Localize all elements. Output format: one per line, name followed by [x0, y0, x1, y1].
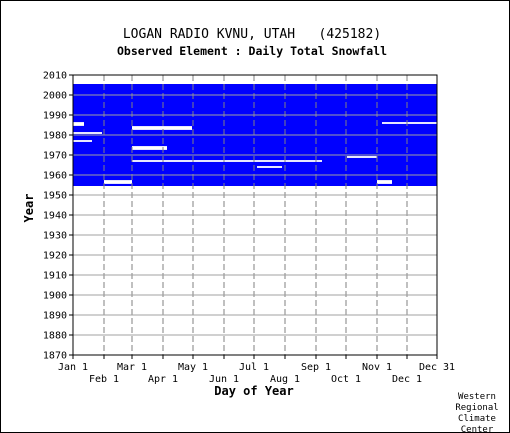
data-gap-8 [382, 122, 437, 124]
y-tick-label-7: 1940 [43, 211, 67, 222]
data-gap-5 [73, 140, 92, 142]
x-tick-label-top-0: Jan 1 [58, 362, 88, 373]
data-gap-9 [104, 180, 132, 184]
y-tick-label-3: 1900 [43, 291, 67, 302]
x-tick-label-bottom-4: Oct 1 [331, 374, 361, 385]
y-tick-label-11: 1980 [43, 131, 67, 142]
data-gap-10 [377, 180, 392, 184]
credit-line-4: Center [461, 425, 494, 433]
y-tick-label-9: 1960 [43, 171, 67, 182]
y-tick-label-12: 1990 [43, 111, 67, 122]
data-gap-4 [73, 122, 84, 126]
data-gap-6 [73, 132, 102, 134]
data-gap-7 [347, 156, 377, 158]
y-tick-label-6: 1930 [43, 231, 67, 242]
x-tick-label-bottom-1: Apr 1 [148, 374, 178, 385]
x-tick-label-top-1: Mar 1 [117, 362, 147, 373]
chart-title: LOGAN RADIO KVNU, UTAH (425182) [123, 27, 381, 42]
y-tick-label-4: 1910 [43, 271, 67, 282]
x-tick-label-bottom-0: Feb 1 [89, 374, 119, 385]
y-tick-label-14: 2010 [43, 71, 67, 82]
y-tick-label-10: 1970 [43, 151, 67, 162]
y-tick-label-8: 1950 [43, 191, 67, 202]
y-tick-label-2: 1890 [43, 311, 67, 322]
y-tick-label-1: 1880 [43, 331, 67, 342]
data-gap-2 [132, 146, 167, 150]
x-tick-label-top-4: Sep 1 [301, 362, 331, 373]
credit-block: Western Regional Climate Center [455, 392, 498, 433]
y-tick-label-5: 1920 [43, 251, 67, 262]
credit-line-3: Climate [458, 414, 496, 424]
x-tick-label-bottom-3: Aug 1 [270, 374, 300, 385]
x-axis-label: Day of Year [214, 384, 293, 398]
data-gap-3 [132, 126, 192, 130]
x-tick-label-top-2: May 1 [178, 362, 208, 373]
data-gap-0 [132, 160, 322, 162]
credit-line-2: Regional [455, 403, 498, 413]
data-gap-1 [257, 166, 282, 168]
y-axis-label: Year [22, 194, 36, 223]
credit-line-1: Western [458, 392, 496, 402]
y-tick-label-13: 2000 [43, 91, 67, 102]
x-tick-label-top-5: Nov 1 [362, 362, 392, 373]
y-tick-label-0: 1870 [43, 351, 67, 362]
x-tick-label-top-6: Dec 31 [419, 362, 455, 373]
x-tick-label-top-3: Jul 1 [239, 362, 269, 373]
plot-area: 1870 1880 1890 1900 1910 1920 1930 1940 1950 1960… [43, 71, 455, 386]
chart-subtitle: Observed Element : Daily Total Snowfall [117, 44, 387, 58]
x-tick-label-bottom-5: Dec 1 [392, 374, 422, 385]
x-tick-label-bottom-2: Jun 1 [209, 374, 239, 385]
